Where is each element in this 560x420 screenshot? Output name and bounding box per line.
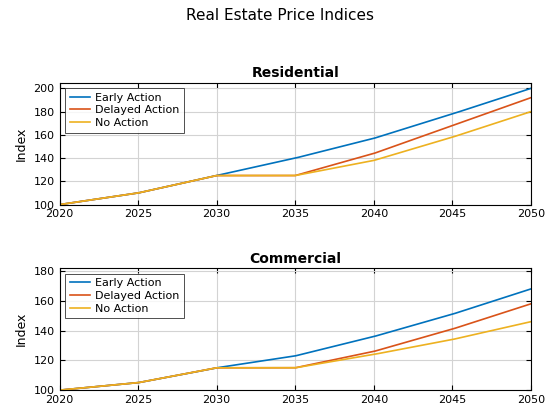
No Action <box>311 169 318 174</box>
Early Action <box>283 158 290 163</box>
Early Action <box>337 144 343 150</box>
Title: Residential: Residential <box>251 66 339 80</box>
Early Action <box>311 349 318 354</box>
Delayed Action <box>280 173 287 178</box>
Delayed Action <box>311 361 318 366</box>
Delayed Action <box>283 173 290 178</box>
No Action <box>56 202 63 207</box>
Delayed Action <box>442 328 449 333</box>
Delayed Action <box>442 125 449 130</box>
Delayed Action <box>528 95 534 100</box>
No Action <box>311 362 318 367</box>
Early Action <box>311 151 318 156</box>
No Action <box>283 365 290 370</box>
Delayed Action <box>280 365 287 370</box>
No Action <box>337 164 343 169</box>
Delayed Action <box>56 202 63 207</box>
No Action <box>283 173 290 178</box>
No Action <box>528 319 534 324</box>
Early Action <box>442 113 449 118</box>
Delayed Action <box>528 301 534 306</box>
Early Action <box>56 202 63 207</box>
Delayed Action <box>516 305 523 310</box>
Line: Early Action: Early Action <box>59 88 531 205</box>
No Action <box>516 113 523 118</box>
No Action <box>337 358 343 363</box>
No Action <box>280 365 287 370</box>
Text: Real Estate Price Indices: Real Estate Price Indices <box>186 8 374 24</box>
No Action <box>528 109 534 114</box>
Early Action <box>283 355 290 360</box>
Y-axis label: Index: Index <box>15 126 28 161</box>
Delayed Action <box>283 365 290 370</box>
Line: Early Action: Early Action <box>59 289 531 390</box>
Early Action <box>56 388 63 393</box>
Early Action <box>442 314 449 319</box>
Legend: Early Action, Delayed Action, No Action: Early Action, Delayed Action, No Action <box>65 88 184 133</box>
Early Action <box>516 89 523 94</box>
No Action <box>442 338 449 343</box>
Early Action <box>528 286 534 291</box>
Early Action <box>280 158 287 163</box>
Line: Delayed Action: Delayed Action <box>59 304 531 390</box>
Early Action <box>516 290 523 295</box>
Early Action <box>280 355 287 360</box>
Line: Delayed Action: Delayed Action <box>59 98 531 205</box>
Line: No Action: No Action <box>59 322 531 390</box>
No Action <box>442 136 449 142</box>
Line: No Action: No Action <box>59 112 531 205</box>
No Action <box>56 388 63 393</box>
No Action <box>516 322 523 327</box>
Early Action <box>337 342 343 347</box>
Y-axis label: Index: Index <box>15 312 28 346</box>
Early Action <box>528 86 534 91</box>
Delayed Action <box>337 160 343 165</box>
Delayed Action <box>311 168 318 173</box>
Delayed Action <box>56 388 63 393</box>
Delayed Action <box>337 356 343 361</box>
Delayed Action <box>516 99 523 104</box>
No Action <box>280 173 287 178</box>
Legend: Early Action, Delayed Action, No Action: Early Action, Delayed Action, No Action <box>65 274 184 318</box>
Title: Commercial: Commercial <box>249 252 341 265</box>
